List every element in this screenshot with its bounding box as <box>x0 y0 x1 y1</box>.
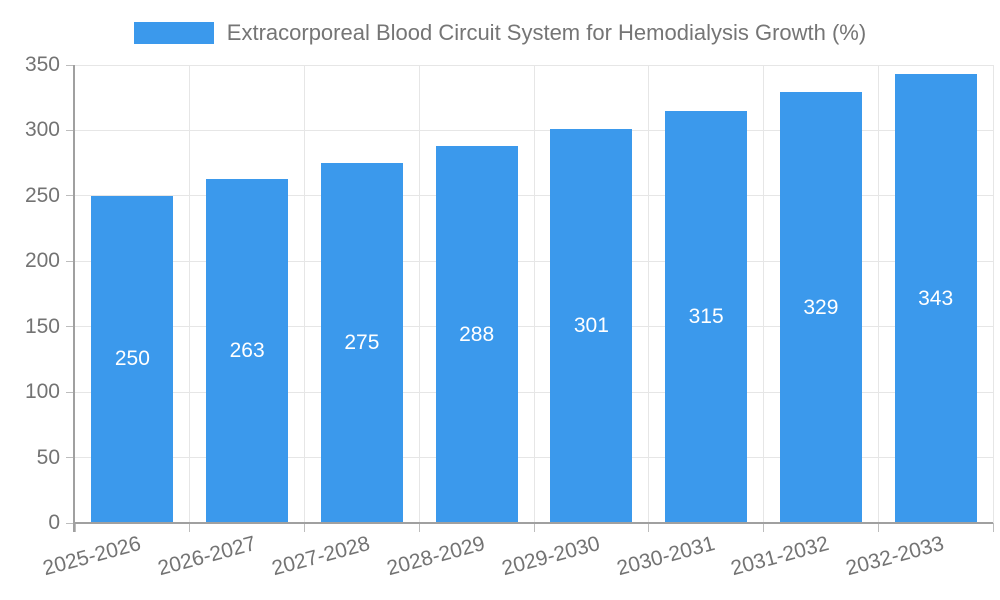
x-axis-label: 2028-2029 <box>384 532 488 581</box>
y-tick <box>66 129 75 131</box>
bar[interactable]: 263 <box>206 178 289 523</box>
y-tick <box>66 391 75 393</box>
bar[interactable]: 250 <box>91 195 174 523</box>
x-gridline <box>533 65 535 523</box>
x-gridline <box>877 65 879 523</box>
x-gridline <box>992 65 994 523</box>
bar[interactable]: 329 <box>779 92 862 523</box>
y-tick <box>66 457 75 459</box>
plot-area: 0 50 100 150 200 250 300 350 250 263 275 288 301 315 3… <box>25 54 994 580</box>
bar-value-label: 301 <box>573 314 609 338</box>
x-gridline <box>763 65 764 523</box>
y-axis-label: 100 <box>24 380 60 404</box>
x-axis-label: 2025-2026 <box>40 532 144 581</box>
y-axis-label: 300 <box>24 118 60 142</box>
y-axis-label: 150 <box>24 314 60 338</box>
x-tick <box>877 523 879 532</box>
bar[interactable]: 315 <box>665 110 748 523</box>
y-axis-line <box>73 65 75 532</box>
x-tick <box>189 523 191 532</box>
bar[interactable]: 275 <box>320 163 403 523</box>
y-axis-label: 250 <box>24 183 60 207</box>
y-tick <box>66 522 75 524</box>
x-gridline <box>304 65 305 523</box>
chart-legend[interactable]: Extracorporeal Blood Circuit System for … <box>0 20 1000 46</box>
y-tick <box>66 195 75 197</box>
x-tick <box>418 523 420 532</box>
x-axis-label: 2027-2028 <box>269 532 373 581</box>
bar-value-label: 315 <box>688 304 724 328</box>
y-axis-label: 350 <box>24 53 60 76</box>
x-tick <box>648 523 650 532</box>
bar-value-label: 329 <box>803 295 839 319</box>
x-tick <box>304 523 305 532</box>
x-gridline <box>418 65 420 523</box>
y-axis-label: 50 <box>36 445 60 469</box>
bar[interactable]: 301 <box>550 129 633 523</box>
y-tick <box>66 260 75 262</box>
x-gridline <box>648 65 650 523</box>
x-axis-label: 2029-2030 <box>499 532 603 581</box>
bar-value-label: 275 <box>344 331 380 355</box>
x-tick <box>74 523 76 532</box>
x-axis-line <box>73 522 993 524</box>
x-tick <box>763 523 764 532</box>
x-axis-label: 2032-2033 <box>843 532 947 581</box>
x-tick <box>992 523 994 532</box>
y-axis-label: 0 <box>48 511 60 534</box>
x-tick <box>533 523 535 532</box>
bar[interactable]: 288 <box>435 146 518 523</box>
legend-label: Extracorporeal Blood Circuit System for … <box>226 20 867 45</box>
legend-swatch-icon <box>133 22 214 44</box>
bar-value-label: 343 <box>918 286 954 310</box>
bar-value-label: 263 <box>229 338 265 362</box>
y-tick <box>66 64 75 66</box>
bar[interactable]: 343 <box>894 74 977 523</box>
bar-value-label: 288 <box>459 322 495 346</box>
x-gridline <box>189 65 191 523</box>
x-axis-label: 2026-2027 <box>155 532 259 581</box>
y-axis-label: 200 <box>24 249 60 273</box>
x-axis-label: 2031-2032 <box>728 532 832 581</box>
bar-value-label: 250 <box>114 347 150 371</box>
x-axis-label: 2030-2031 <box>614 532 718 581</box>
y-tick <box>66 326 75 328</box>
